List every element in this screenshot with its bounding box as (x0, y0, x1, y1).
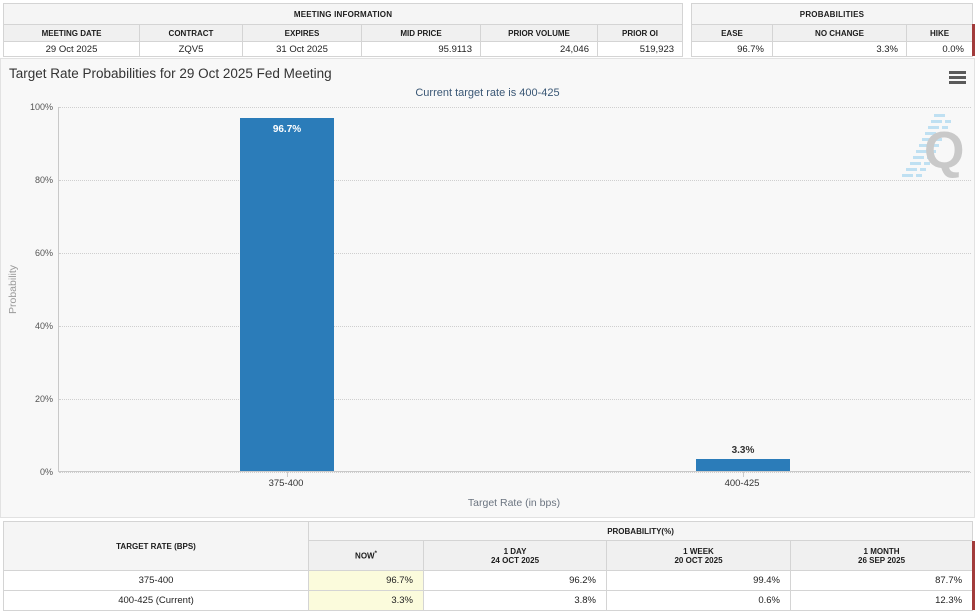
col-header-expires: EXPIRES (242, 24, 362, 42)
col-header-1-month: 1 MONTH 26 SEP 2025 (789, 540, 974, 571)
quikstrike-q-watermark-icon: Q (902, 114, 964, 180)
bar-value-label: 3.3% (731, 445, 755, 456)
right-edge-red-strip-bottom (972, 541, 975, 610)
col-header-mid-price: MID PRICE (361, 24, 481, 42)
col-header-meeting-date: MEETING DATE (3, 24, 140, 42)
now-probability-cell: 96.7% (308, 570, 424, 591)
y-tick-label: 0% (39, 467, 53, 477)
hike-value: 0.0% (906, 41, 973, 57)
gridline (59, 180, 971, 181)
week-probability-cell: 99.4% (606, 570, 791, 591)
chart-title: Target Rate Probabilities for 29 Oct 202… (9, 66, 332, 81)
month-probability-cell: 12.3% (789, 590, 974, 611)
svg-text:Q: Q (924, 122, 964, 180)
col-header-contract: CONTRACT (139, 24, 243, 42)
col-header-now: NOW* (308, 540, 424, 571)
gridline (59, 253, 971, 254)
probabilities-table: PROBABILITIES EASE NO CHANGE HIKE 96.7% … (691, 3, 973, 57)
day-probability-cell: 96.2% (423, 570, 607, 591)
y-tick-label: 20% (34, 394, 53, 404)
prior-volume-value: 24,046 (480, 41, 598, 57)
col-header-prior-volume: PRIOR VOLUME (480, 24, 598, 42)
target-rate-cell: 400-425 (Current) (3, 590, 309, 611)
chart-bar[interactable]: 96.7% (240, 118, 334, 471)
now-footnote-asterisk: * (374, 550, 377, 557)
x-category-label: 375-400 (268, 478, 304, 489)
meeting-date-value: 29 Oct 2025 (3, 41, 140, 57)
col-header-prior-oi: PRIOR OI (596, 24, 684, 42)
ease-value: 96.7% (691, 41, 773, 57)
y-tick-label: 40% (34, 321, 53, 331)
y-axis-ticks: 0% 20% 40% 60% 80% 100% (1, 102, 53, 477)
month-probability-cell: 87.7% (789, 570, 974, 591)
probabilities-title: PROBABILITIES (691, 3, 973, 25)
meeting-info-title: MEETING INFORMATION (2, 3, 684, 25)
history-row-375-400: 375-400 96.7% 96.2% 99.4% 87.7% (3, 570, 974, 591)
plot-area: 96.7% 3.3% (58, 107, 971, 477)
x-axis-tick (287, 472, 288, 477)
col-header-1-day: 1 DAY 24 OCT 2025 (423, 540, 607, 571)
fedwatch-chart-panel: Target Rate Probabilities for 29 Oct 202… (0, 58, 975, 518)
day-probability-cell: 3.8% (423, 590, 607, 611)
now-probability-cell: 3.3% (308, 590, 424, 611)
gridline (59, 326, 971, 327)
no-change-value: 3.3% (772, 41, 907, 57)
x-axis-title: Target Rate (in bps) (467, 497, 561, 509)
x-category-label: 400-425 (724, 478, 760, 489)
meeting-info-row: 29 Oct 2025 ZQV5 31 Oct 2025 95.9113 24,… (3, 41, 684, 57)
mid-price-value: 95.9113 (361, 41, 481, 57)
y-tick-label: 60% (34, 248, 53, 258)
col-header-1-week: 1 WEEK 20 OCT 2025 (606, 540, 791, 571)
history-row-400-425: 400-425 (Current) 3.3% 3.8% 0.6% 12.3% (3, 590, 974, 611)
col-header-ease: EASE (691, 24, 773, 42)
col-header-hike: HIKE (906, 24, 973, 42)
x-axis-tick (743, 472, 744, 477)
col-header-target-rate: TARGET RATE (BPS) (3, 521, 309, 571)
prior-oi-value: 519,923 (596, 41, 684, 57)
col-header-no-change: NO CHANGE (772, 24, 907, 42)
bar-value-label: 96.7% (272, 124, 302, 135)
target-rate-cell: 375-400 (3, 570, 309, 591)
chart-bar[interactable] (696, 459, 790, 471)
week-probability-cell: 0.6% (606, 590, 791, 611)
probabilities-row: 96.7% 3.3% 0.0% (691, 41, 973, 57)
contract-value: ZQV5 (139, 41, 243, 57)
x-axis-labels: 375-400 400-425 (58, 478, 970, 490)
y-tick-label: 100% (29, 102, 53, 112)
gridline (59, 399, 971, 400)
group-header-probability: PROBABILITY(%) (307, 521, 974, 541)
gridline (59, 472, 971, 473)
chart-subtitle: Current target rate is 400-425 (415, 87, 560, 99)
right-edge-red-strip-top (972, 24, 975, 56)
chart-menu-hamburger-icon[interactable] (949, 71, 966, 84)
expires-value: 31 Oct 2025 (242, 41, 362, 57)
probability-history-table: TARGET RATE (BPS) PROBABILITY(%) NOW* 1 … (3, 521, 974, 611)
meeting-info-table: MEETING INFORMATION MEETING DATE CONTRAC… (2, 3, 684, 57)
gridline (59, 107, 971, 108)
y-tick-label: 80% (34, 175, 53, 185)
